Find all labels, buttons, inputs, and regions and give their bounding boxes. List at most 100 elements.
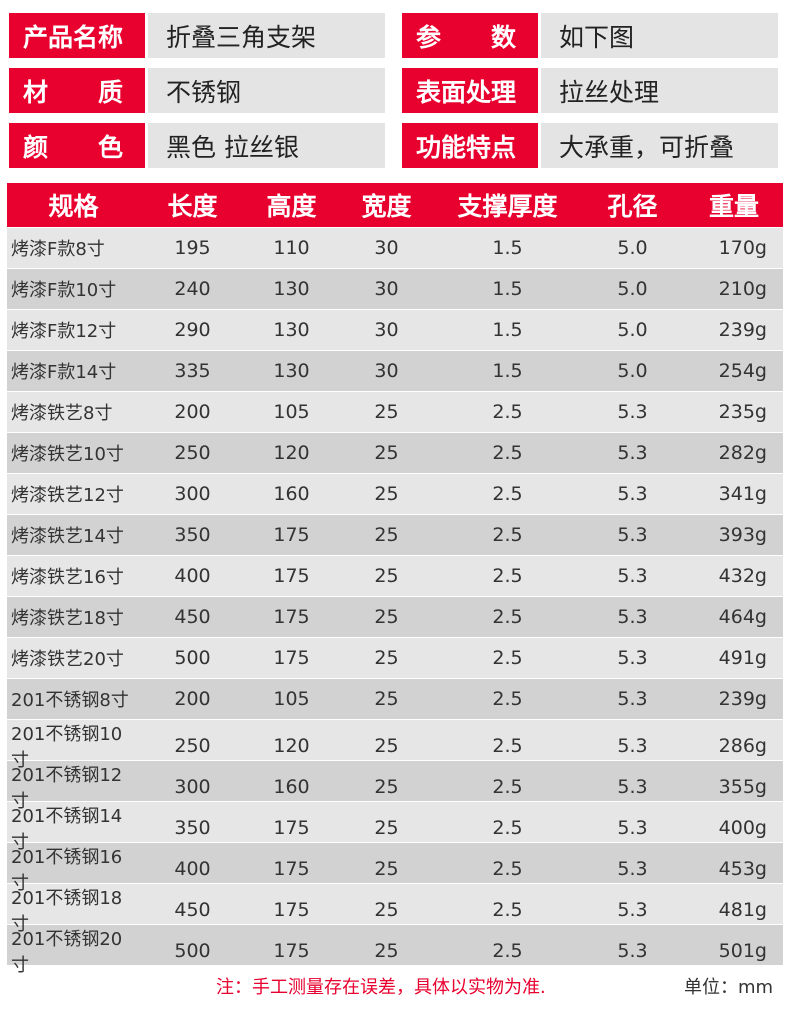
table-cell: 2.5 <box>492 442 523 464</box>
table-cell: 烤漆铁艺12寸 <box>11 485 124 506</box>
table-cell: 175 <box>273 940 310 962</box>
table-cell: 464g <box>718 606 767 628</box>
table-cell: 5.0 <box>617 319 648 341</box>
table-cell: 5.3 <box>617 940 648 962</box>
table-row: 烤漆铁艺18寸 450 175 25 2.5 5.3 464g <box>7 596 783 637</box>
table-cell: 25 <box>374 899 399 921</box>
table-cell: 25 <box>374 524 399 546</box>
table-cell: 25 <box>374 401 399 423</box>
table-cell: 烤漆F款12寸 <box>11 321 117 342</box>
table-cell: 2.5 <box>492 940 523 962</box>
table-row: 烤漆铁艺8寸 200 105 25 2.5 5.3 235g <box>7 391 783 432</box>
table-cell: 25 <box>374 565 399 587</box>
table-cell: 250 <box>174 735 211 757</box>
table-body: 烤漆F款8寸 195 110 30 1.5 5.0 170g 烤漆F款10寸 240 130 30 1… <box>7 227 783 976</box>
table-row: 烤漆铁艺20寸 500 175 25 2.5 5.3 491g <box>7 637 783 678</box>
table-cell: 烤漆铁艺20寸 <box>11 649 124 670</box>
table-cell: 201不锈钢18寸 <box>11 888 123 935</box>
header-hole: 孔径 <box>607 192 658 221</box>
table-cell: 110 <box>273 237 310 259</box>
table-cell: 120 <box>273 735 310 757</box>
table-cell: 5.0 <box>617 278 648 300</box>
table-cell: 201不锈钢20寸 <box>11 929 123 976</box>
header-height: 高度 <box>266 192 317 221</box>
table-row: 烤漆F款8寸 195 110 30 1.5 5.0 170g <box>7 227 783 268</box>
table-cell: 250 <box>174 442 211 464</box>
table-cell: 200 <box>174 401 211 423</box>
table-cell: 239g <box>718 319 767 341</box>
table-cell: 335 <box>174 360 211 382</box>
table-cell: 400 <box>174 858 211 880</box>
table-cell: 282g <box>718 442 767 464</box>
table-cell: 1.5 <box>492 278 523 300</box>
table-cell: 239g <box>718 688 767 710</box>
table-cell: 5.3 <box>617 606 648 628</box>
table-row: 烤漆F款10寸 240 130 30 1.5 5.0 210g <box>7 268 783 309</box>
table-cell: 160 <box>273 776 310 798</box>
table-cell: 25 <box>374 647 399 669</box>
table-cell: 25 <box>374 442 399 464</box>
table-cell: 200 <box>174 688 211 710</box>
table-cell: 烤漆F款14寸 <box>11 362 117 383</box>
table-row: 201不锈钢18寸 450 175 25 2.5 5.3 481g <box>7 883 783 935</box>
table-cell: 2.5 <box>492 524 523 546</box>
table-row: 烤漆铁艺16寸 400 175 25 2.5 5.3 432g <box>7 555 783 596</box>
table-row: 201不锈钢12寸 300 160 25 2.5 5.3 355g <box>7 760 783 812</box>
header-width: 宽度 <box>361 192 412 221</box>
table-cell: 1.5 <box>492 360 523 382</box>
table-cell: 2.5 <box>492 565 523 587</box>
table-cell: 烤漆F款8寸 <box>11 239 105 260</box>
table-cell: 286g <box>718 735 767 757</box>
unit-label: 单位：mm <box>684 977 774 998</box>
table-cell: 491g <box>718 647 767 669</box>
table-cell: 432g <box>718 565 767 587</box>
table-cell: 201不锈钢10寸 <box>11 724 123 771</box>
table-cell: 400g <box>718 817 767 839</box>
table-cell: 25 <box>374 858 399 880</box>
table-cell: 烤漆铁艺10寸 <box>11 444 124 465</box>
table-cell: 5.0 <box>617 360 648 382</box>
table-row: 201不锈钢20寸 500 175 25 2.5 5.3 501g <box>7 924 783 976</box>
table-cell: 175 <box>273 817 310 839</box>
table-cell: 30 <box>374 278 399 300</box>
table-cell: 2.5 <box>492 401 523 423</box>
table-cell: 175 <box>273 524 310 546</box>
table-row: 烤漆F款14寸 335 130 30 1.5 5.0 254g <box>7 350 783 391</box>
table-cell: 450 <box>174 606 211 628</box>
table-cell: 5.3 <box>617 858 648 880</box>
table-cell: 400 <box>174 565 211 587</box>
table-cell: 120 <box>273 442 310 464</box>
info-value: 如下图 <box>541 13 778 58</box>
header-spec: 规格 <box>48 192 99 221</box>
info-value: 大承重，可折叠 <box>541 123 778 168</box>
table-cell: 500 <box>174 647 211 669</box>
table-cell: 170g <box>718 237 767 259</box>
table-cell: 25 <box>374 606 399 628</box>
header-thickness: 支撑厚度 <box>457 192 558 221</box>
table-cell: 5.3 <box>617 647 648 669</box>
table-cell: 201不锈钢14寸 <box>11 806 123 853</box>
table-cell: 175 <box>273 565 310 587</box>
info-label: 功能特点 <box>402 123 538 168</box>
table-cell: 5.3 <box>617 565 648 587</box>
table-row: 烤漆铁艺12寸 300 160 25 2.5 5.3 341g <box>7 473 783 514</box>
table-cell: 481g <box>718 899 767 921</box>
table-cell: 175 <box>273 899 310 921</box>
info-label: 材 质 <box>9 68 145 113</box>
table-cell: 5.3 <box>617 817 648 839</box>
table-cell: 130 <box>273 360 310 382</box>
table-cell: 201不锈钢8寸 <box>11 690 129 711</box>
table-header: 规格 长度 高度 宽度 支撑厚度 孔径 重量 <box>7 183 783 227</box>
table-cell: 195 <box>174 237 211 259</box>
table-cell: 5.3 <box>617 688 648 710</box>
table-cell: 130 <box>273 319 310 341</box>
table-row: 201不锈钢8寸 200 105 25 2.5 5.3 239g <box>7 678 783 719</box>
table-cell: 175 <box>273 858 310 880</box>
table-row: 201不锈钢10寸 250 120 25 2.5 5.3 286g <box>7 719 783 771</box>
table-row: 烤漆铁艺10寸 250 120 25 2.5 5.3 282g <box>7 432 783 473</box>
table-cell: 25 <box>374 688 399 710</box>
table-cell: 30 <box>374 319 399 341</box>
table-cell: 450 <box>174 899 211 921</box>
table-cell: 2.5 <box>492 858 523 880</box>
header-weight: 重量 <box>708 192 759 221</box>
